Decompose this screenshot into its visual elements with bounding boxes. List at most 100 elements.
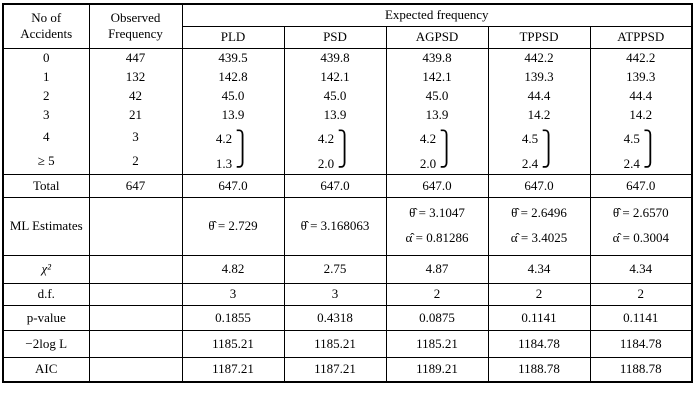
expected-cell: 14.2 bbox=[589, 105, 693, 124]
brace-top-icon: ⎫ bbox=[541, 129, 557, 149]
stat-cell: 3 bbox=[283, 282, 387, 306]
expected-value: 4.2 bbox=[317, 131, 335, 146]
expected-value: 2.0 bbox=[317, 155, 335, 171]
brace-top-icon: ⎫ bbox=[439, 129, 455, 149]
p-value-label: p-value bbox=[2, 304, 90, 331]
accidents-label: 2 bbox=[2, 86, 90, 105]
ml-estimates-row: ML Estimates θ̂ = 2.729 θ̂ = 3.168063 θ̂… bbox=[2, 196, 693, 256]
brace-bottom-icon: ⎭ bbox=[439, 149, 455, 168]
expected-cell: 439.5 bbox=[181, 48, 285, 67]
observed-cell: 3 bbox=[88, 124, 183, 149]
freq-row-0: 0 447 439.5 439.8 439.8 442.2 442.2 bbox=[2, 48, 693, 67]
theta-estimate: θ̂ = 2.729 bbox=[208, 217, 258, 233]
stat-cell: 1187.21 bbox=[181, 356, 285, 383]
aic-label: AIC bbox=[2, 356, 90, 383]
brace-top-icon: ⎫ bbox=[337, 129, 353, 149]
stat-cell: 0.1141 bbox=[589, 304, 693, 331]
theta-estimate: θ̂ = 2.6496 bbox=[511, 205, 567, 221]
ml-estimate-cell: θ̂ = 3.1047 α̂ = 0.81286 bbox=[385, 196, 489, 256]
freq-row-4: 4 3 4.2 ⎫ 4.2 ⎫ 4.2 ⎫ 4.5 ⎫ 4.5 ⎫ bbox=[2, 124, 693, 149]
header-row-1: No of Accidents Observed Frequency Expec… bbox=[2, 3, 693, 49]
log-likelihood-label: −2log L bbox=[2, 329, 90, 358]
expected-value: 2.4 bbox=[521, 155, 539, 171]
header-agpsd: AGPSD bbox=[385, 25, 489, 49]
expected-value: 2.0 bbox=[419, 155, 437, 171]
df-row: d.f. 3 3 2 2 2 bbox=[2, 282, 693, 306]
freq-row-1: 1 132 142.8 142.1 142.1 139.3 139.3 bbox=[2, 67, 693, 86]
empty-cell bbox=[88, 196, 183, 256]
stat-cell: 0.0875 bbox=[385, 304, 489, 331]
expected-value: 4.5 bbox=[521, 131, 539, 146]
brace-bottom-icon: ⎭ bbox=[337, 149, 353, 168]
total-expected: 647.0 bbox=[589, 173, 693, 198]
stat-cell: 4.34 bbox=[487, 254, 591, 284]
stat-cell: 1188.78 bbox=[487, 356, 591, 383]
expected-cell: 45.0 bbox=[283, 86, 387, 105]
header-observed-frequency: Observed Frequency bbox=[88, 3, 183, 49]
expected-cell: 2.0 ⎭ bbox=[385, 149, 489, 174]
expected-cell: 442.2 bbox=[589, 48, 693, 67]
stat-cell: 1188.78 bbox=[589, 356, 693, 383]
expected-cell: 142.8 bbox=[181, 67, 285, 86]
frequency-comparison-table: No of Accidents Observed Frequency Expec… bbox=[2, 3, 693, 383]
expected-cell: 44.4 bbox=[487, 86, 591, 105]
expected-cell: 2.0 ⎭ bbox=[283, 149, 387, 174]
stat-cell: 0.1855 bbox=[181, 304, 285, 331]
expected-value: 4.2 bbox=[419, 131, 437, 146]
stat-cell: 1185.21 bbox=[385, 329, 489, 358]
brace-top-icon: ⎫ bbox=[642, 129, 658, 149]
brace-top-icon: ⎫ bbox=[235, 129, 251, 149]
expected-cell: 14.2 bbox=[487, 105, 591, 124]
brace-bottom-icon: ⎭ bbox=[642, 149, 658, 168]
expected-cell: 142.1 bbox=[283, 67, 387, 86]
expected-cell: 4.5 ⎫ bbox=[487, 124, 591, 149]
observed-cell: 21 bbox=[88, 105, 183, 124]
log-likelihood-row: −2log L 1185.21 1185.21 1185.21 1184.78 … bbox=[2, 329, 693, 358]
alpha-estimate: α̂ = 0.81286 bbox=[405, 230, 469, 245]
ml-label: ML Estimates bbox=[2, 196, 90, 256]
expected-value: 2.4 bbox=[623, 155, 640, 171]
expected-cell: 139.3 bbox=[487, 67, 591, 86]
chi-square-row: χ² 4.82 2.75 4.87 4.34 4.34 bbox=[2, 254, 693, 284]
expected-cell: 4.2 ⎫ bbox=[283, 124, 387, 149]
total-expected: 647.0 bbox=[385, 173, 489, 198]
ml-estimate-cell: θ̂ = 3.168063 bbox=[283, 196, 387, 256]
p-value-row: p-value 0.1855 0.4318 0.0875 0.1141 0.11… bbox=[2, 304, 693, 331]
observed-cell: 447 bbox=[88, 48, 183, 67]
expected-cell: 45.0 bbox=[385, 86, 489, 105]
expected-value: 4.5 bbox=[623, 131, 640, 146]
observed-cell: 2 bbox=[88, 149, 183, 174]
stat-cell: 1189.21 bbox=[385, 356, 489, 383]
expected-cell: 4.5 ⎫ bbox=[589, 124, 693, 149]
total-expected: 647.0 bbox=[487, 173, 591, 198]
accidents-label: 3 bbox=[2, 105, 90, 124]
stat-cell: 1184.78 bbox=[589, 329, 693, 358]
header-atppsd: ATPPSD bbox=[589, 25, 693, 49]
total-observed: 647 bbox=[88, 173, 183, 198]
expected-cell: 439.8 bbox=[283, 48, 387, 67]
total-row: Total 647 647.0 647.0 647.0 647.0 647.0 bbox=[2, 173, 693, 198]
brace-bottom-icon: ⎭ bbox=[235, 149, 251, 168]
stat-cell: 0.1141 bbox=[487, 304, 591, 331]
expected-cell: 439.8 bbox=[385, 48, 489, 67]
stat-cell: 2 bbox=[589, 282, 693, 306]
expected-cell: 2.4 ⎭ bbox=[589, 149, 693, 174]
expected-cell: 139.3 bbox=[589, 67, 693, 86]
accidents-label: 1 bbox=[2, 67, 90, 86]
empty-cell bbox=[88, 356, 183, 383]
expected-cell: 13.9 bbox=[181, 105, 285, 124]
stat-cell: 2.75 bbox=[283, 254, 387, 284]
empty-cell bbox=[88, 304, 183, 331]
expected-cell: 4.2 ⎫ bbox=[385, 124, 489, 149]
stat-cell: 0.4318 bbox=[283, 304, 387, 331]
alpha-estimate: α̂ = 0.3004 bbox=[612, 230, 669, 245]
df-label: d.f. bbox=[2, 282, 90, 306]
header-no-of-accidents: No of Accidents bbox=[2, 3, 90, 49]
accidents-label: 0 bbox=[2, 48, 90, 67]
total-expected: 647.0 bbox=[283, 173, 387, 198]
brace-bottom-icon: ⎭ bbox=[541, 149, 557, 168]
expected-cell: 142.1 bbox=[385, 67, 489, 86]
header-tppsd: TPPSD bbox=[487, 25, 591, 49]
expected-cell: 2.4 ⎭ bbox=[487, 149, 591, 174]
